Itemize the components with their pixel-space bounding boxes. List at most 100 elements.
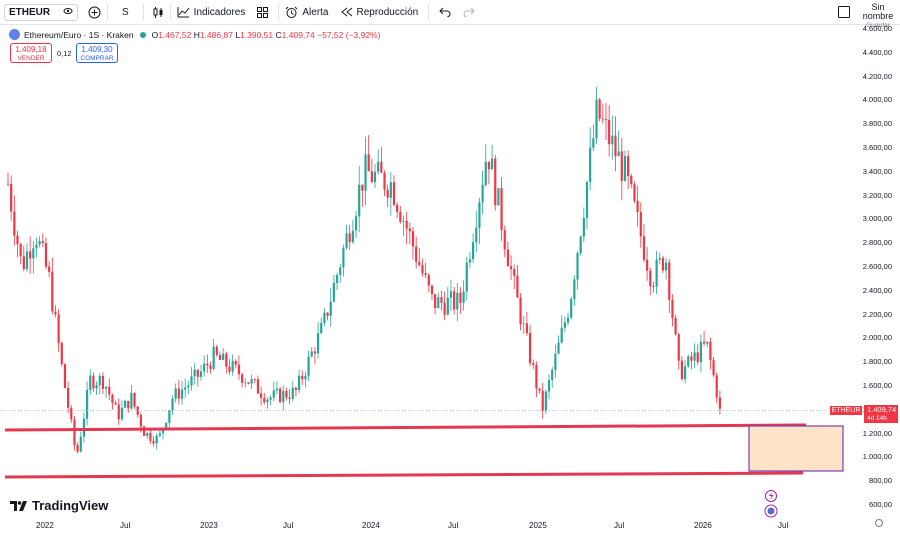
candle-body [222,353,225,360]
candle-body [301,375,304,380]
candle-body [263,397,266,403]
candle-body [123,400,127,408]
candle-body [10,184,13,212]
price-axis-label: 4.200,00 [862,71,892,81]
eye-icon [63,6,73,19]
candle-body [35,244,38,249]
buy-label: COMPRAR [80,55,114,62]
candle-body [601,118,604,120]
current-symbol-tag: ETHEUR [830,406,862,415]
candle-body [190,376,193,386]
square-icon [838,6,850,18]
support-line-upper[interactable] [4,423,807,432]
candle-body [152,440,155,444]
layout-checkbox[interactable] [838,0,850,24]
candle-body [63,364,67,389]
price-axis-label: 4.400,00 [862,47,892,57]
candle-body [316,333,320,354]
candle-body [29,251,32,259]
settings-gear-icon[interactable] [875,519,883,527]
sell-button[interactable]: 1.409,18 VENDER [10,43,52,63]
candle-body [203,363,206,372]
candle-body [623,156,627,181]
symbol-search-box[interactable]: ETHEUR [4,3,78,21]
candle-body [538,388,541,391]
tradingview-logo-icon [10,500,27,511]
candle-body [361,184,364,191]
candle-body [427,274,430,286]
chart-type-button[interactable] [152,0,164,24]
undo-button[interactable] [439,0,451,24]
alert-button[interactable]: Alerta [285,0,329,24]
candle-body [472,242,475,260]
candle-body [225,353,228,367]
support-line-lower[interactable] [4,471,804,479]
candle-body [95,385,98,389]
candle-body [639,212,642,237]
candle-body [79,436,82,452]
undo-icon [439,7,451,17]
candle-body [446,297,449,315]
price-axis-label: 800,00 [869,476,892,486]
candle-body [585,182,589,218]
candle-body [415,246,418,262]
candle-body [6,183,10,185]
time-axis-label: 2024 [362,521,380,530]
layout-name-button[interactable]: Sin nombre Guardar [856,3,900,30]
candle-body [699,341,703,363]
interval-button[interactable]: S [122,0,129,24]
candle-body [604,119,608,121]
candle-body [272,390,275,398]
buy-button[interactable]: 1.409,30 COMPRAR [76,43,118,63]
alarm-clock-icon [286,6,298,18]
divider [142,4,144,20]
replay-button[interactable]: Reproducción [340,0,418,24]
redo-button[interactable] [463,0,475,24]
candle-countdown: 4d 14h [867,415,887,422]
candle-body [690,356,693,361]
candle-body [120,407,124,420]
candle-body [389,182,392,198]
candle-body [16,235,19,245]
indicators-icon [177,7,190,18]
candle-body [589,147,592,183]
candle-body [291,387,294,399]
time-axis-label: 2026 [694,521,712,530]
compare-add-button[interactable] [88,0,101,24]
candle-body [108,386,111,395]
candle-body [563,322,566,328]
candle-body [582,217,585,237]
candle-body [193,369,196,377]
candle-body [513,269,516,276]
candle-body [693,352,696,361]
low-label: L [235,29,241,40]
templates-button[interactable] [257,0,269,24]
candle-body [348,233,351,243]
candle-body [282,390,285,403]
tradingview-logo-text: TradingView [32,498,109,513]
close-value: 1.409,74 [281,29,315,40]
candle-body [437,297,440,309]
candle-body [260,393,263,398]
candle-body [459,292,462,303]
candle-body [541,390,544,411]
candle-body [671,299,674,318]
market-open-indicator [139,31,146,38]
time-axis-label: Jul [448,521,459,530]
price-axis-label: 3.600,00 [862,143,892,152]
target-zone-rectangle[interactable] [748,425,844,472]
layout-status: Guardar [866,22,890,29]
alert-label: Alerta [302,6,329,18]
candle-body [332,282,335,302]
indicators-button[interactable]: Indicadores [177,0,245,24]
candle-body [297,375,301,390]
candle-body [323,312,326,323]
buy-price: 1.409,30 [81,45,113,54]
rewind-icon [340,7,352,17]
candle-body [506,249,510,267]
candle-body [244,382,247,384]
candle-body [209,365,212,369]
candle-body [487,161,491,170]
